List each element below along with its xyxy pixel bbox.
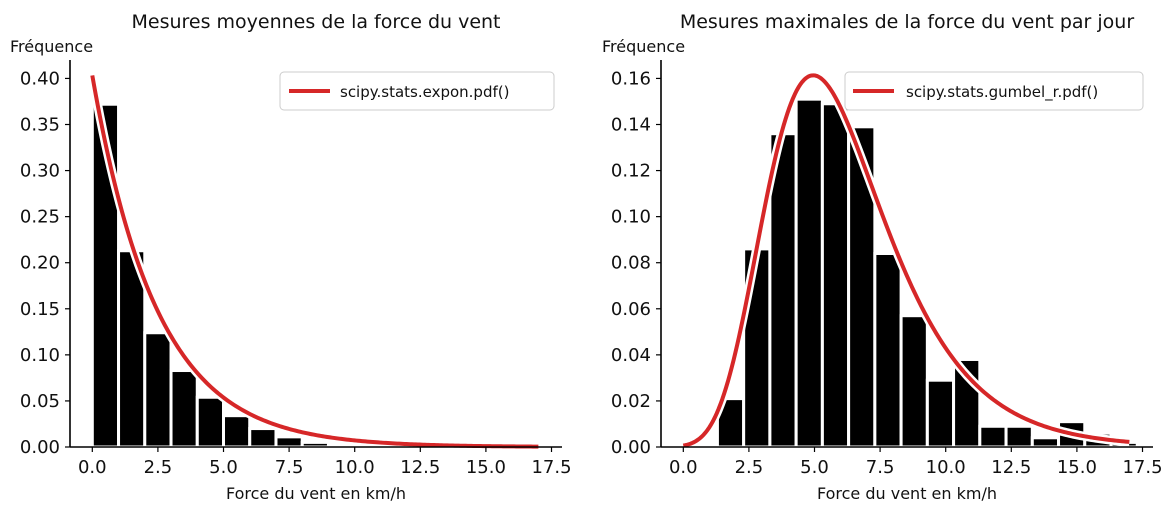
legend-box bbox=[279, 71, 555, 111]
bar bbox=[248, 427, 278, 449]
y-tick-label: 0.06 bbox=[611, 299, 651, 320]
y-tick-label: 0.16 bbox=[611, 68, 651, 89]
x-tick-label: 7.5 bbox=[275, 457, 304, 478]
bar bbox=[274, 435, 304, 449]
x-tick-label: 5.0 bbox=[209, 457, 238, 478]
bar bbox=[169, 369, 199, 449]
bars bbox=[689, 97, 1139, 449]
subplot-left: Mesures moyennes de la force du vent Fré… bbox=[10, 11, 572, 503]
legend-label: scipy.stats.gumbel_r.pdf() bbox=[906, 83, 1098, 102]
chart-title: Mesures moyennes de la force du vent bbox=[131, 11, 500, 33]
pdf-curve bbox=[87, 74, 542, 452]
x-tick-label: 2.5 bbox=[735, 457, 764, 478]
x-tick-label: 7.5 bbox=[866, 457, 895, 478]
subplot-right: Mesures maximales de la force du vent pa… bbox=[602, 11, 1163, 503]
bar bbox=[873, 252, 903, 449]
y-tick-label: 0.10 bbox=[20, 345, 60, 366]
bar bbox=[820, 102, 851, 449]
x-axis-label: Force du vent en km/h bbox=[226, 484, 406, 503]
x-tick-label: 0.0 bbox=[78, 457, 107, 478]
x-tick-label: 5.0 bbox=[800, 457, 829, 478]
y-tick-label: 0.25 bbox=[20, 207, 60, 228]
bar bbox=[978, 424, 1008, 449]
y-tick-label: 0.35 bbox=[20, 115, 60, 136]
legend-label: scipy.stats.expon.pdf() bbox=[340, 83, 509, 101]
y-tick-label: 0.02 bbox=[611, 391, 651, 412]
bar bbox=[899, 314, 929, 449]
bar bbox=[195, 395, 226, 449]
x-tick-label: 15.0 bbox=[1057, 457, 1097, 478]
y-tick-label: 0.05 bbox=[20, 391, 60, 412]
pdf-curve bbox=[680, 70, 1133, 451]
y-tick-label: 0.20 bbox=[20, 253, 60, 274]
y-tick-label: 0.40 bbox=[20, 68, 60, 89]
x-tick-label: 12.5 bbox=[400, 457, 440, 478]
bars bbox=[90, 102, 540, 449]
axes: 0.0 2.5 5.0 7.5 10.0 12.5 15.0 17.5 0.00 0.05 0.10… bbox=[20, 60, 572, 478]
y-tick-label: 0.15 bbox=[20, 299, 60, 320]
y-tick-label: 0.08 bbox=[611, 253, 651, 274]
x-tick-label: 12.5 bbox=[991, 457, 1031, 478]
pdf-curve-line bbox=[90, 75, 539, 449]
y-axis-label: Fréquence bbox=[10, 37, 93, 56]
legend: scipy.stats.expon.pdf() bbox=[279, 71, 555, 111]
bar bbox=[143, 331, 173, 449]
x-tick-label: 17.5 bbox=[531, 457, 571, 478]
bar bbox=[847, 125, 877, 449]
pdf-curve-line bbox=[682, 73, 1130, 448]
x-tick-label: 10.0 bbox=[926, 457, 966, 478]
y-tick-label: 0.10 bbox=[611, 207, 651, 228]
y-axis-label: Fréquence bbox=[602, 37, 685, 56]
y-tick-label: 0.12 bbox=[611, 161, 651, 182]
axes: 0.0 2.5 5.0 7.5 10.0 12.5 15.0 17.5 0.00 0.02 0.04… bbox=[611, 60, 1163, 478]
x-axis-label: Force du vent en km/h bbox=[817, 484, 997, 503]
legend: scipy.stats.gumbel_r.pdf() bbox=[844, 71, 1144, 111]
y-tick-label: 0.30 bbox=[20, 161, 60, 182]
y-tick-label: 0.00 bbox=[20, 437, 60, 458]
bar bbox=[1004, 424, 1034, 449]
y-tick-label: 0.00 bbox=[611, 437, 651, 458]
x-tick-label: 15.0 bbox=[466, 457, 506, 478]
x-tick-label: 10.0 bbox=[335, 457, 375, 478]
bar bbox=[794, 97, 824, 449]
legend-box bbox=[844, 71, 1144, 111]
bar bbox=[1030, 436, 1061, 449]
y-tick-label: 0.04 bbox=[611, 345, 651, 366]
chart-title: Mesures maximales de la force du vent pa… bbox=[680, 11, 1135, 33]
x-tick-label: 2.5 bbox=[144, 457, 173, 478]
x-tick-label: 0.0 bbox=[669, 457, 698, 478]
bar bbox=[925, 378, 956, 449]
y-tick-label: 0.14 bbox=[611, 115, 651, 136]
x-tick-label: 17.5 bbox=[1122, 457, 1162, 478]
bar bbox=[222, 414, 252, 449]
